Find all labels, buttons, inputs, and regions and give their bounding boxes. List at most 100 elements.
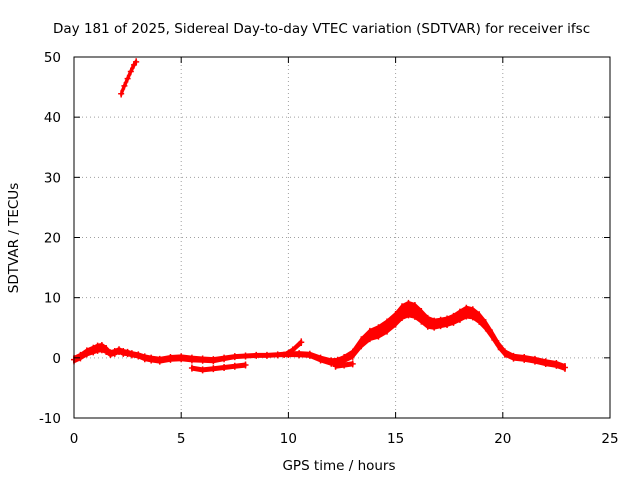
data-point [317,354,324,364]
data-point [306,350,313,359]
data-point [188,364,195,372]
data-point [510,352,517,362]
data-point [141,353,148,363]
data-point [210,356,217,365]
y-tick-label: 20 [44,231,61,247]
data-point [178,353,185,363]
y-tick-label: 50 [44,50,61,66]
data-point [296,350,303,359]
data-point [98,341,105,354]
data-point [444,315,451,328]
data-point [116,346,123,356]
y-tick-label: 40 [44,110,61,126]
y-tick-label: 0 [52,351,61,367]
data-point [231,362,238,370]
data-point [349,348,356,360]
data-point [495,340,502,351]
data-point [188,354,195,364]
data-point [167,354,174,363]
data-point [489,329,496,341]
data-point [375,324,382,340]
series-short-branch-13h [332,360,356,370]
series-offset-branch [188,361,249,374]
y-tick-label: -10 [39,411,61,427]
data-point [242,352,249,360]
data-point [521,354,528,363]
data-point [103,345,110,356]
data-point [298,338,305,346]
data-point [501,348,508,358]
data-point [118,89,125,98]
data-point [553,360,560,369]
y-tick-label: 10 [44,291,61,307]
chart-title: Day 181 of 2025, Sidereal Day-to-day VTE… [53,21,590,37]
data-point [341,361,348,369]
y-tick-labels: -10 0 10 20 30 40 50 [39,50,61,427]
data-point [221,354,228,363]
data-point [469,306,476,321]
series-short-branch-10h [281,338,305,359]
x-axis-label: GPS time / hours [282,458,395,474]
data-point [482,319,489,332]
data-point [392,311,399,328]
data-point [384,318,391,335]
data-point [156,355,163,365]
data-point [561,363,568,372]
series-high-arc [118,58,140,98]
data-point [242,361,249,369]
data-point [289,346,296,354]
x-tick-label: 5 [177,431,186,447]
data-point [127,67,134,76]
data-point [83,347,90,358]
data-point [231,353,238,361]
data-point [531,355,538,365]
data-point [358,336,365,350]
data-point [124,348,131,358]
data-point [366,327,373,343]
data-point [107,349,114,359]
x-tick-label: 25 [601,431,618,447]
x-tick-label: 20 [494,431,511,447]
data-point [199,366,206,374]
data-point [411,301,418,320]
data-point [124,74,131,83]
data-series [71,58,568,374]
data-point [349,360,356,368]
data-point [77,351,84,362]
data-point [450,312,457,326]
data-point [405,299,412,319]
data-point [542,358,549,368]
data-point [431,317,438,331]
axis-ticks [73,56,611,419]
data-point [332,362,339,370]
data-point [253,351,260,359]
data-point [328,357,335,367]
data-point [274,351,281,359]
data-point [418,308,425,325]
data-point [111,348,118,357]
data-point [90,344,97,356]
data-point [399,303,406,322]
data-point [148,354,155,364]
x-tick-labels: 0 5 10 15 20 25 [70,431,619,447]
x-tick-label: 10 [280,431,297,447]
data-point [128,350,135,359]
data-point [281,351,288,359]
data-point [437,316,444,330]
data-point [121,82,128,90]
data-point [424,314,431,330]
x-tick-label: 15 [387,431,404,447]
data-point [199,355,206,364]
data-point [221,363,228,371]
y-tick-label: 30 [44,170,61,186]
data-point [463,304,470,320]
data-point [263,351,270,359]
data-point [135,351,142,360]
data-point [133,58,140,66]
y-axis-label: SDTVAR / TECUs [6,183,22,293]
data-point [456,308,463,323]
series-main [71,299,568,372]
data-point [210,365,217,373]
data-point [476,311,483,325]
